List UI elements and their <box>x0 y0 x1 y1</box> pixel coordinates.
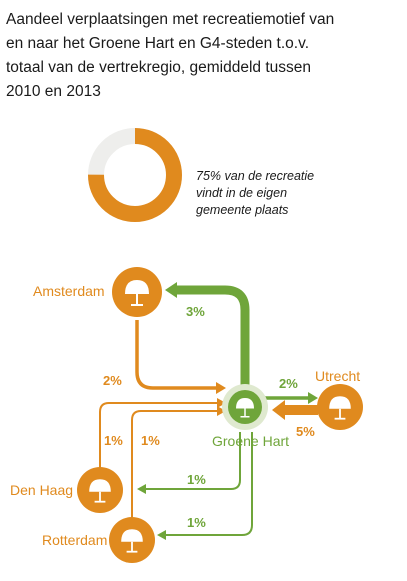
donut-note-line-1: 75% van de recreatie <box>196 169 314 183</box>
label-rotterdam: Rotterdam <box>42 532 107 548</box>
donut-note-line-3: gemeente plaats <box>196 203 288 217</box>
node-rotterdam <box>109 517 155 563</box>
node-groene-hart <box>222 384 268 430</box>
flow-line-den-haag-to-gh <box>99 402 218 470</box>
arrowhead-utrecht-to-gh <box>272 400 285 420</box>
arrowhead-to-den-haag <box>137 484 146 494</box>
pct-den-haag-to-gh: 1% <box>104 433 123 448</box>
title-line-3: totaal van de vertrekregio, gemiddeld tu… <box>6 59 311 76</box>
title-line-2: en naar het Groene Hart en G4-steden t.o… <box>6 35 309 52</box>
flow-line-gh-to-rotterdam <box>165 432 253 536</box>
flow-line-gh-to-den-haag <box>145 432 241 490</box>
arrowhead-to-amsterdam <box>165 282 177 298</box>
donut-note-line-2: vindt in de eigen <box>196 186 287 200</box>
title-line-4: 2010 en 2013 <box>6 83 101 100</box>
pct-utrecht-to-gh: 5% <box>296 424 315 439</box>
arrowhead-amsterdam-to-gh <box>216 382 226 394</box>
flow-line-rotterdam-to-gh <box>131 410 218 518</box>
node-utrecht <box>317 384 363 430</box>
arrowhead-to-utrecht <box>308 392 318 404</box>
pct-gh-to-den-haag: 1% <box>187 472 206 487</box>
pct-gh-to-rotterdam: 1% <box>187 515 206 530</box>
donut-value-arc <box>88 128 182 222</box>
node-den-haag <box>77 467 123 513</box>
pct-rotterdam-to-gh: 1% <box>141 433 160 448</box>
node-amsterdam <box>112 267 162 317</box>
arrowhead-den-haag-to-gh <box>217 398 226 408</box>
title-line-1: Aandeel verplaatsingen met recreatiemoti… <box>6 11 334 28</box>
label-utrecht: Utrecht <box>315 368 360 384</box>
arrowhead-rotterdam-to-gh <box>217 406 226 416</box>
pct-amsterdam-to-gh: 2% <box>103 373 122 388</box>
flow-line-amsterdam-to-gh <box>135 320 218 390</box>
pct-gh-to-amsterdam: 3% <box>186 304 205 319</box>
pct-gh-to-utrecht: 2% <box>279 376 298 391</box>
label-groene-hart: Groene Hart <box>212 433 289 449</box>
flow-line-gh-to-amsterdam <box>175 285 250 392</box>
label-amsterdam: Amsterdam <box>33 283 105 299</box>
label-den-haag: Den Haag <box>10 482 73 498</box>
arrowhead-to-rotterdam <box>157 530 166 540</box>
